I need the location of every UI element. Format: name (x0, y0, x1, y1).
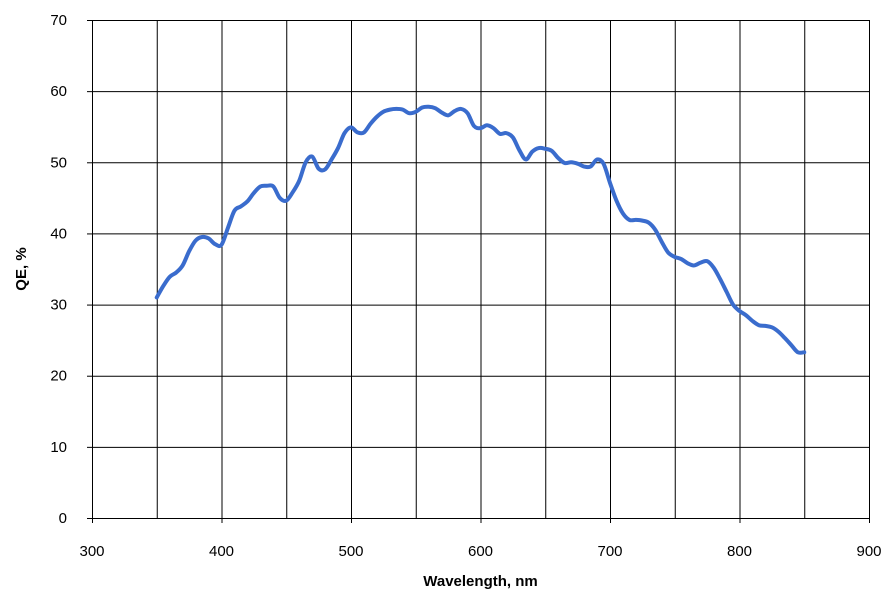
x-tick-label: 400 (209, 543, 234, 560)
y-axis-ticks: 0 10 20 30 40 50 60 70 (50, 12, 92, 527)
y-axis-title: QE, % (13, 247, 30, 290)
y-tick-label: 10 (50, 439, 67, 456)
y-tick-label: 40 (50, 225, 67, 242)
x-tick-label: 300 (79, 543, 104, 560)
x-tick-label: 800 (727, 543, 752, 560)
x-tick-label: 500 (338, 543, 363, 560)
x-tick-label: 600 (468, 543, 493, 560)
x-tick-label: 700 (597, 543, 622, 560)
y-tick-label: 70 (50, 12, 67, 29)
x-axis-ticks: 300 400 500 600 700 800 900 (79, 518, 882, 560)
x-axis-title: Wavelength, nm (423, 573, 537, 590)
y-tick-label: 50 (50, 154, 67, 171)
y-tick-label: 0 (59, 510, 67, 527)
series-group (154, 104, 807, 355)
y-tick-label: 20 (50, 368, 67, 385)
x-tick-label: 900 (856, 543, 881, 560)
y-tick-label: 60 (50, 83, 67, 100)
y-tick-label: 30 (50, 297, 67, 314)
gridlines (87, 20, 870, 523)
qe-series-line (154, 104, 807, 355)
